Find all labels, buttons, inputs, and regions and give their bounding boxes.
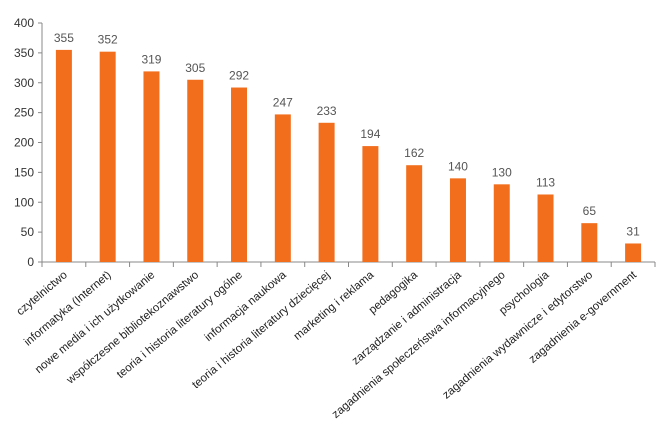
y-tick-label: 200 bbox=[14, 136, 34, 150]
data-label: 352 bbox=[98, 33, 118, 47]
y-tick-label: 300 bbox=[14, 76, 34, 90]
data-label: 194 bbox=[360, 127, 380, 141]
data-label: 355 bbox=[54, 31, 74, 45]
x-axis bbox=[41, 261, 656, 267]
data-label: 305 bbox=[185, 61, 205, 75]
category-label: informacja naukowa bbox=[203, 269, 290, 344]
y-tick-label: 150 bbox=[14, 165, 34, 179]
data-labels: 355 352 319 305 292 247 233 194 162 140 130 113 65 31 bbox=[54, 31, 640, 239]
bar bbox=[187, 79, 204, 262]
bar bbox=[406, 165, 423, 262]
bar bbox=[537, 194, 554, 262]
data-label: 319 bbox=[141, 52, 161, 66]
category-label: marketing i reklama bbox=[292, 269, 377, 343]
bar bbox=[449, 178, 466, 262]
data-label: 130 bbox=[492, 165, 512, 179]
bar bbox=[625, 243, 642, 262]
bar bbox=[493, 184, 510, 262]
bar bbox=[274, 114, 291, 262]
data-label: 31 bbox=[626, 224, 640, 238]
y-tick-label: 400 bbox=[14, 16, 34, 30]
bar bbox=[581, 223, 598, 262]
bar bbox=[99, 51, 116, 263]
bar bbox=[362, 146, 379, 262]
bar bbox=[55, 49, 72, 263]
category-label: zagadnienia wydawnicze i edytorstwo bbox=[441, 269, 596, 401]
bar bbox=[318, 122, 335, 262]
y-tick-label: 350 bbox=[14, 46, 34, 60]
bar bbox=[143, 71, 160, 263]
data-label: 233 bbox=[317, 104, 337, 118]
data-label: 292 bbox=[229, 69, 249, 83]
y-tick-label: 100 bbox=[14, 195, 34, 209]
y-tick-label: 250 bbox=[14, 106, 34, 120]
y-tick-label: 0 bbox=[27, 255, 34, 269]
y-axis: 0 50 100 150 200 250 300 350 400 bbox=[14, 16, 43, 269]
data-label: 65 bbox=[583, 204, 597, 218]
y-tick-label: 50 bbox=[21, 225, 35, 239]
bar bbox=[231, 87, 248, 262]
data-label: 140 bbox=[448, 159, 468, 173]
data-label: 247 bbox=[273, 95, 293, 109]
data-label: 113 bbox=[536, 175, 555, 189]
bars bbox=[55, 49, 642, 263]
data-label: 162 bbox=[404, 146, 424, 160]
